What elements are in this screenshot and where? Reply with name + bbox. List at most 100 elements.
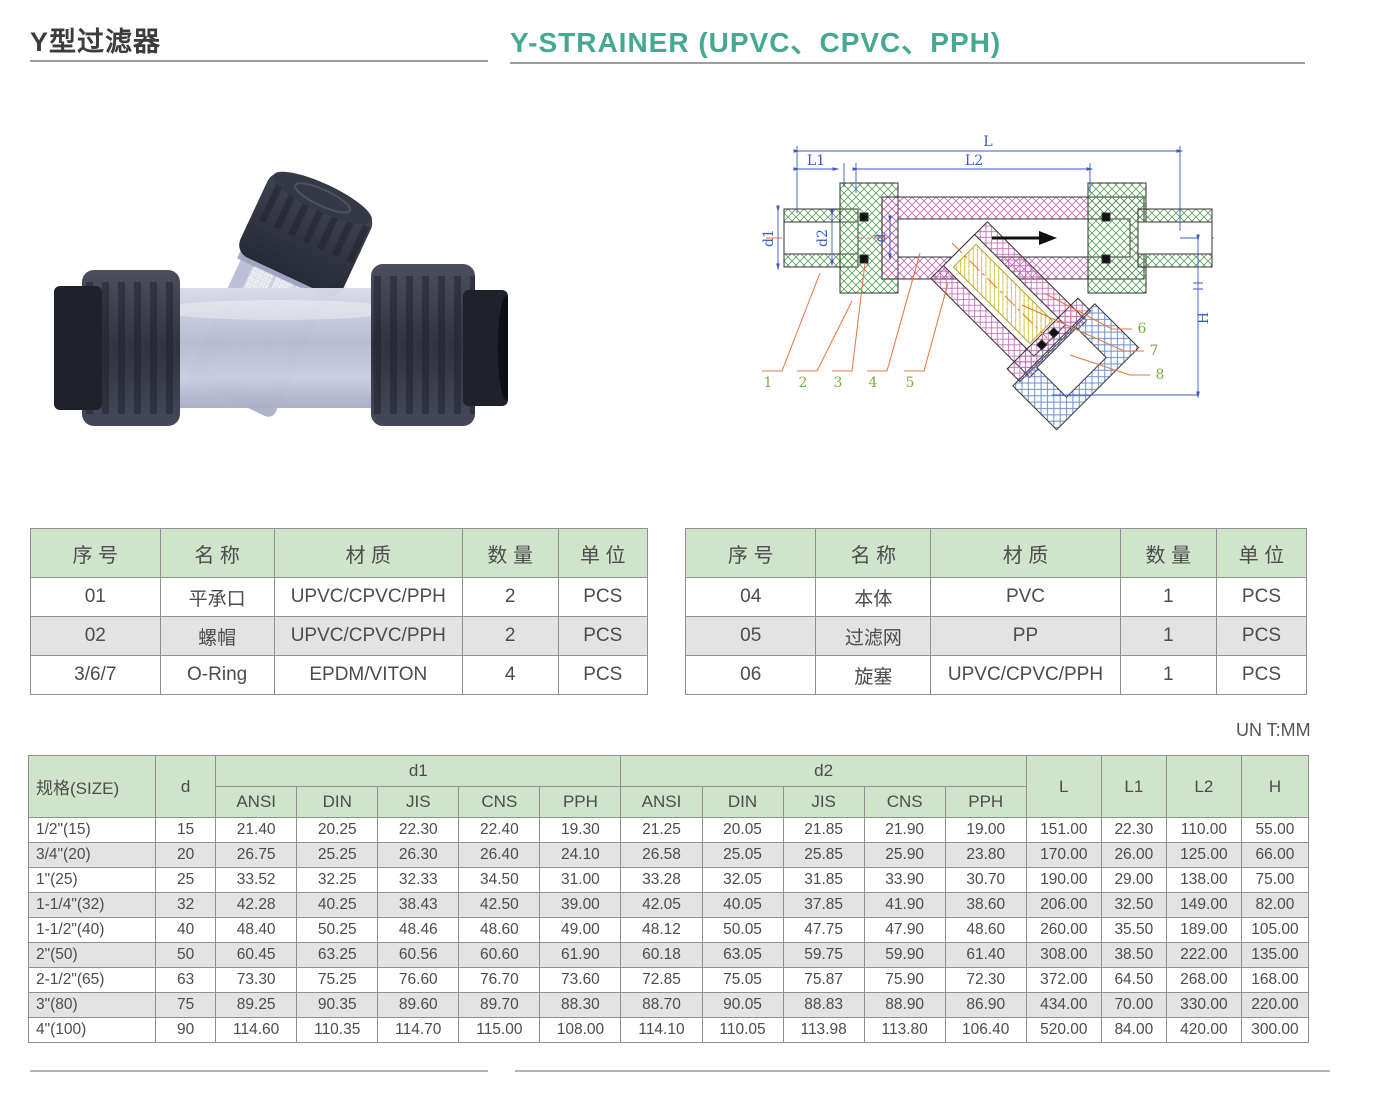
title-underline-left [30,60,488,62]
table-cell: 76.70 [458,967,541,993]
table-cell: 86.90 [944,992,1027,1018]
table-cell: 1"(25) [27,867,157,893]
table-cell: 59.90 [863,942,946,968]
table-cell: 24.10 [539,842,622,868]
table-cell: 90.35 [296,992,379,1018]
dim-label-L1: L1 [807,153,825,169]
column-header: ANSI [620,786,703,818]
table-cell: 50.05 [701,917,784,943]
table-cell: 2 [461,577,559,617]
footer-rule-right [515,1070,1330,1072]
table-cell: 63 [155,967,217,993]
table-cell: 19.30 [539,817,622,843]
table-cell: 35.50 [1100,917,1167,943]
table-cell: 26.30 [377,842,460,868]
table-cell: 过滤网 [815,616,932,656]
table-cell: 29.00 [1100,867,1167,893]
table-cell: PP [930,616,1121,656]
table-cell: 47.90 [863,917,946,943]
table-cell: 42.05 [620,892,703,918]
table-cell: 50 [155,942,217,968]
callout-5: 5 [906,375,915,391]
table-cell: 420.00 [1165,1017,1242,1043]
col-header-L1: L1 [1100,755,1167,818]
table-cell: UPVC/CPVC/PPH [930,655,1121,695]
table-cell: 21.25 [620,817,703,843]
table-cell: PCS [557,577,648,617]
table-cell: 39.00 [539,892,622,918]
footer-rule-left [30,1070,488,1072]
table-cell: 520.00 [1025,1017,1102,1043]
table-cell: 110.00 [1165,817,1242,843]
table-cell: 149.00 [1165,892,1242,918]
table-cell: 49.00 [539,917,622,943]
table-cell: 90 [155,1017,217,1043]
table-cell: 21.90 [863,817,946,843]
parts-table-left-header-row: 序 号名 称材 质数 量单 位 [30,528,648,578]
column-header: 序 号 [30,528,161,578]
table-cell: 螺帽 [159,616,275,656]
table-cell: 3"(80) [27,992,157,1018]
table-cell: 75.90 [863,967,946,993]
table-cell: 3/4"(20) [27,842,157,868]
table-cell: 106.40 [944,1017,1027,1043]
table-cell: 88.83 [782,992,865,1018]
table-cell: 222.00 [1165,942,1242,968]
table-cell: 旋塞 [815,655,932,695]
callout-8: 8 [1156,367,1165,383]
table-cell: EPDM/VITON [273,655,463,695]
column-header: 序 号 [684,528,817,578]
table-cell: 2"(50) [27,942,157,968]
table-cell: 26.75 [215,842,298,868]
table-cell: 66.00 [1240,842,1310,868]
table-cell: 114.10 [620,1017,703,1043]
table-cell: PCS [1215,616,1308,656]
callout-1: 1 [764,375,773,391]
table-cell: 47.75 [782,917,865,943]
table-cell: 26.00 [1100,842,1167,868]
table-cell: 75.87 [782,967,865,993]
column-header: JIS [782,786,865,818]
dim-label-d2: d2 [815,229,831,247]
column-header: 材 质 [930,528,1121,578]
column-header: 数 量 [461,528,559,578]
table-cell: 2 [461,616,559,656]
col-header-L2: L2 [1165,755,1242,818]
table-cell: 25.90 [863,842,946,868]
table-cell: 115.00 [458,1017,541,1043]
table-row: 2"(50) 50 60.45 63.25 60.56 60.60 61.90 60.18 63… [27,942,1310,968]
table-cell: 48.12 [620,917,703,943]
table-cell: 20.25 [296,817,379,843]
table-cell: PCS [1215,577,1308,617]
table-cell: 72.30 [944,967,1027,993]
table-cell: 114.70 [377,1017,460,1043]
table-cell: 05 [684,616,817,656]
table-cell: 268.00 [1165,967,1242,993]
table-cell: 75.25 [296,967,379,993]
table-cell: 31.85 [782,867,865,893]
table-cell: 170.00 [1025,842,1102,868]
table-cell: 48.60 [944,917,1027,943]
table-cell: 73.60 [539,967,622,993]
table-row: 1"(25) 25 33.52 32.25 32.33 34.50 31.00 33.28 32… [27,867,1310,893]
table-row: 3"(80) 75 89.25 90.35 89.60 89.70 88.30 88.70 90… [27,992,1310,1018]
page-title-zh: Y型过滤器 [30,27,162,57]
column-header: CNS [458,786,541,818]
parts-table-right: 序 号名 称材 质数 量单 位 04 本体 PVC 1 PCS 05 过滤网 PP 1 PCS 06… [684,528,1308,695]
dim-label-d1: d1 [761,229,777,247]
table-cell: 33.90 [863,867,946,893]
table-cell: 125.00 [1165,842,1242,868]
table-cell: 01 [30,577,161,617]
col-header-H: H [1240,755,1310,818]
callout-7: 7 [1150,343,1159,359]
table-cell: 330.00 [1165,992,1242,1018]
table-row: 01 平承口 UPVC/CPVC/PPH 2 PCS [30,577,648,617]
callout-3: 3 [834,375,843,391]
dim-label-H: H [1196,312,1212,324]
column-header: 名 称 [815,528,932,578]
table-cell: 40.05 [701,892,784,918]
table-cell: 75 [155,992,217,1018]
column-header: DIN [701,786,784,818]
table-cell: 89.60 [377,992,460,1018]
